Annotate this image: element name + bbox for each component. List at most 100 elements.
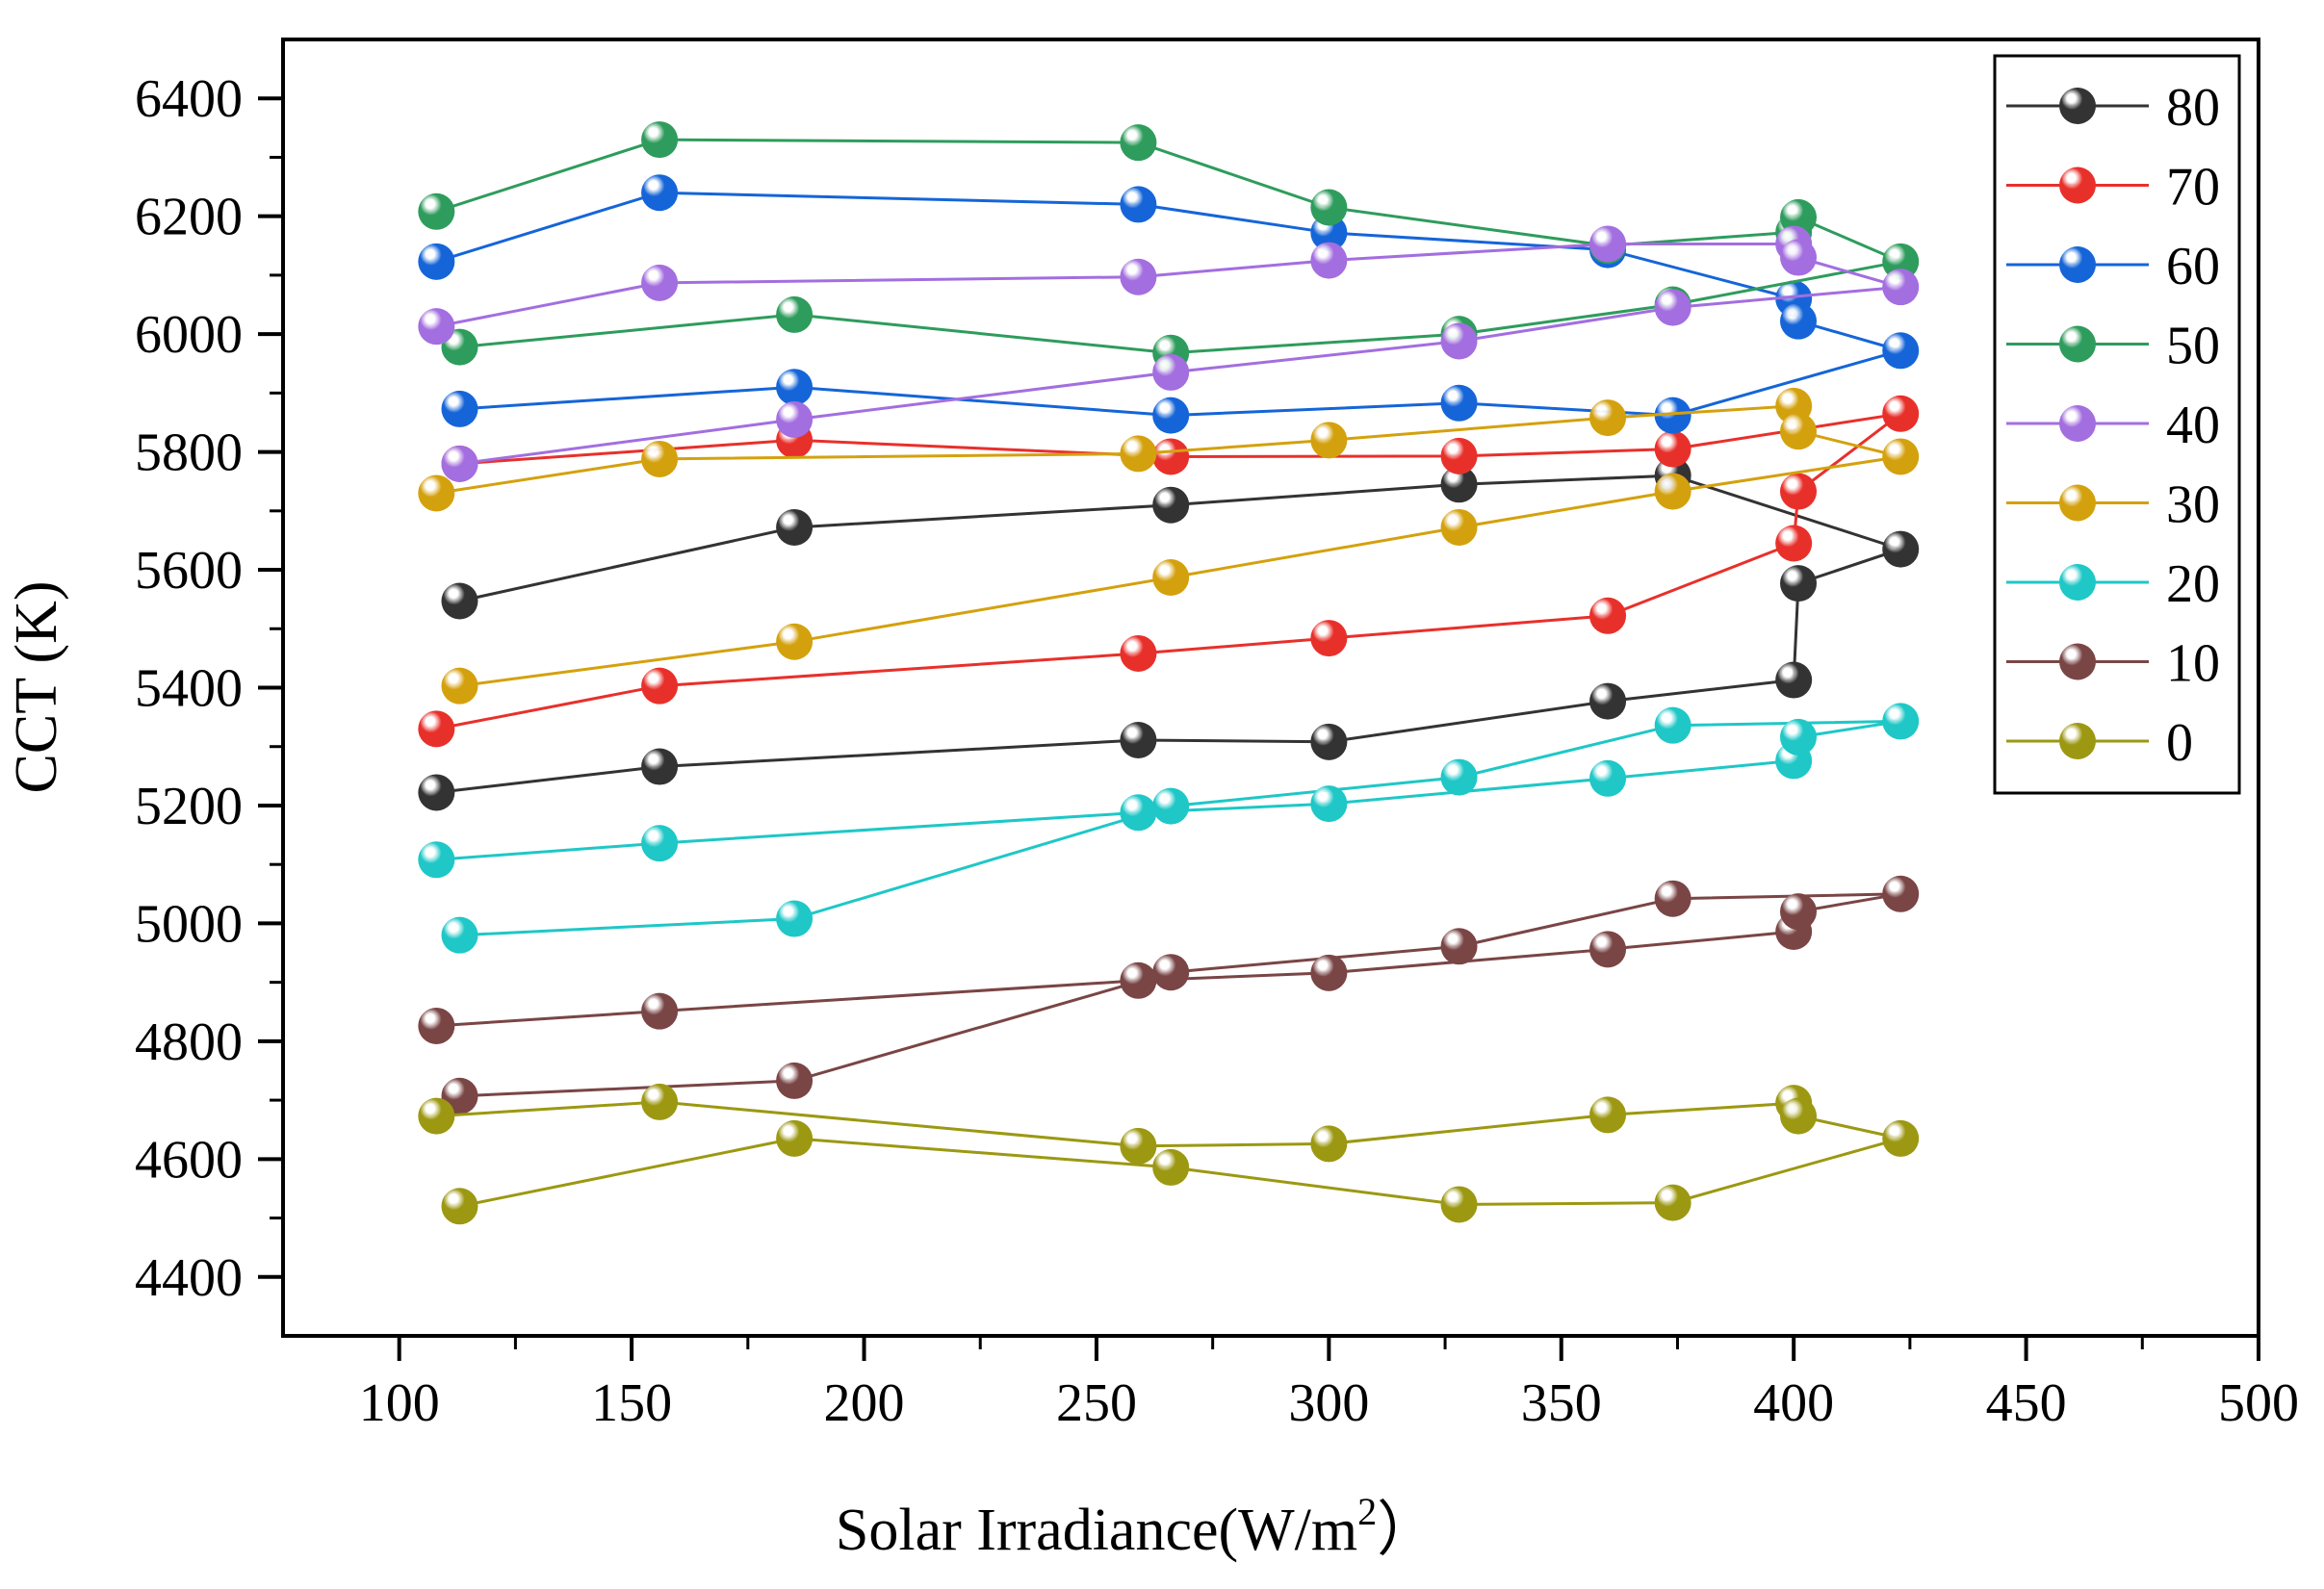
- axis-ticks: [258, 96, 2260, 1361]
- data-point: [1120, 634, 1157, 672]
- data-point: [1120, 961, 1157, 999]
- data-point: [1310, 620, 1348, 657]
- data-point: [1310, 422, 1348, 459]
- data-point: [1654, 430, 1691, 468]
- data-point: [641, 825, 679, 862]
- legend-marker: [2059, 564, 2096, 601]
- legend-item-40: 40: [2006, 396, 2220, 455]
- data-point: [1775, 525, 1813, 562]
- series-80: [418, 457, 1920, 811]
- series-layer: [418, 121, 1920, 1225]
- data-point: [441, 390, 478, 427]
- data-point: [1882, 269, 1920, 306]
- x-tick-label: 500: [2218, 1373, 2299, 1433]
- data-point: [1310, 214, 1348, 251]
- data-point: [1780, 565, 1818, 602]
- data-point: [441, 445, 478, 482]
- legend-marker: [2059, 643, 2096, 680]
- data-point: [1152, 954, 1190, 991]
- legend-item-50: 50: [2006, 317, 2220, 376]
- y-tick-label: 5400: [135, 659, 243, 719]
- data-point: [1589, 1096, 1627, 1134]
- data-point: [1120, 1127, 1157, 1165]
- data-point: [1120, 721, 1157, 758]
- y-tick-label: 5600: [135, 541, 243, 601]
- data-point: [776, 623, 813, 660]
- y-tick-label: 6000: [135, 305, 243, 365]
- data-point: [1440, 437, 1478, 474]
- legend-item-60: 60: [2006, 237, 2220, 296]
- x-tick-label: 350: [1521, 1373, 1602, 1433]
- data-point: [1780, 239, 1818, 276]
- data-point: [1440, 758, 1478, 796]
- data-point: [1120, 435, 1157, 473]
- legend-marker: [2059, 405, 2096, 442]
- data-point: [418, 1007, 455, 1044]
- y-tick-label: 5800: [135, 423, 243, 483]
- legend-label: 30: [2166, 475, 2220, 535]
- x-axis-label: Solar Irradiance(W/m2）: [836, 1490, 1436, 1563]
- data-point: [418, 1097, 455, 1135]
- data-point: [641, 1083, 679, 1120]
- data-point: [1120, 258, 1157, 295]
- y-tick-label: 4600: [135, 1130, 243, 1190]
- data-point: [1440, 1186, 1478, 1223]
- legend-item-0: 0: [2006, 713, 2193, 773]
- legend-label: 0: [2166, 713, 2193, 773]
- data-point: [1440, 466, 1478, 503]
- data-point: [1310, 723, 1348, 760]
- data-point: [776, 369, 813, 406]
- x-tick-label: 100: [359, 1373, 440, 1433]
- data-point: [1882, 243, 1920, 280]
- data-point: [1120, 124, 1157, 162]
- legend-marker: [2059, 723, 2096, 759]
- legend-marker: [2059, 246, 2096, 283]
- data-point: [1120, 186, 1157, 223]
- series-10: [418, 875, 1920, 1115]
- data-point: [1152, 486, 1190, 524]
- data-point: [776, 1062, 813, 1099]
- legend-label: 80: [2166, 78, 2220, 138]
- y-tick-label: 6200: [135, 188, 243, 247]
- legend-item-10: 10: [2006, 634, 2220, 694]
- legend-label: 50: [2166, 317, 2220, 376]
- legend-label: 20: [2166, 554, 2220, 614]
- data-point: [418, 774, 455, 811]
- data-point: [1310, 954, 1348, 991]
- data-point: [776, 1119, 813, 1157]
- data-point: [1310, 242, 1348, 279]
- x-tick-label: 200: [824, 1373, 905, 1433]
- data-point: [1589, 759, 1627, 797]
- legend-item-20: 20: [2006, 554, 2220, 614]
- data-point: [1589, 597, 1627, 634]
- data-point: [441, 1188, 478, 1225]
- series-20: [418, 703, 1920, 954]
- legend: 80 70 60 50 40 30 20 10 0: [1993, 54, 2241, 795]
- data-point: [418, 192, 455, 230]
- data-point: [776, 900, 813, 937]
- data-point: [641, 174, 679, 212]
- y-tick-label: 5000: [135, 894, 243, 954]
- data-point: [1310, 1125, 1348, 1163]
- data-point: [418, 308, 455, 346]
- y-axis-label: CCT (K): [4, 580, 69, 793]
- data-point: [418, 710, 455, 748]
- data-point: [1440, 322, 1478, 360]
- data-point: [1440, 508, 1478, 546]
- legend-marker: [2059, 484, 2096, 522]
- data-point: [1152, 438, 1190, 475]
- legend-marker: [2059, 325, 2096, 363]
- data-point: [641, 264, 679, 301]
- data-point: [641, 121, 679, 159]
- data-point: [1589, 682, 1627, 720]
- data-point: [1654, 706, 1691, 744]
- data-point: [1775, 661, 1813, 699]
- data-point: [1882, 1119, 1920, 1157]
- tick-labels: 100 150 200 250 300 350 400 450 5004400460048005…: [135, 69, 2299, 1433]
- plot-frame: [281, 38, 2260, 1338]
- data-point: [1882, 530, 1920, 568]
- data-point: [418, 243, 455, 280]
- legend-label: 70: [2166, 158, 2220, 218]
